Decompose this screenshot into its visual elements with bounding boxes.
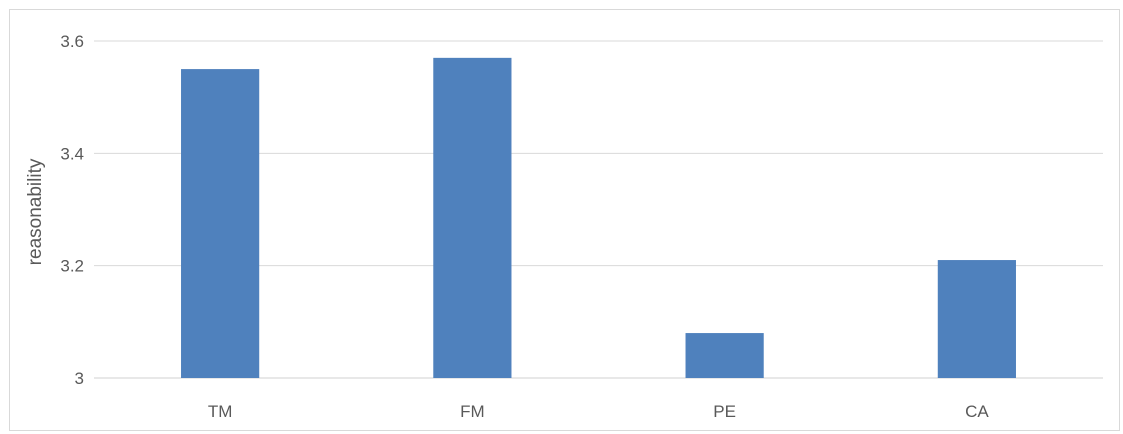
y-tick-labels: 3 3.2 3.4 3.6 [60, 32, 84, 388]
bars [181, 57, 1016, 378]
x-tick-label: FM [460, 402, 485, 421]
x-tick-label: PE [713, 402, 736, 421]
gridlines [94, 40, 1103, 379]
y-axis-title: reasonability [25, 158, 46, 265]
x-tick-label: CA [965, 402, 989, 421]
x-tick-label: TM [208, 402, 233, 421]
y-tick-label: 3.6 [60, 32, 84, 51]
y-tick-label: 3.2 [60, 257, 84, 276]
bar-tm [181, 69, 260, 378]
y-tick-label: 3 [75, 369, 84, 388]
x-tick-labels: TM FM PE CA [208, 402, 989, 421]
y-tick-label: 3.4 [60, 144, 84, 163]
bar-pe [685, 333, 764, 378]
bar-fm [433, 57, 512, 378]
bar-ca [937, 260, 1016, 378]
